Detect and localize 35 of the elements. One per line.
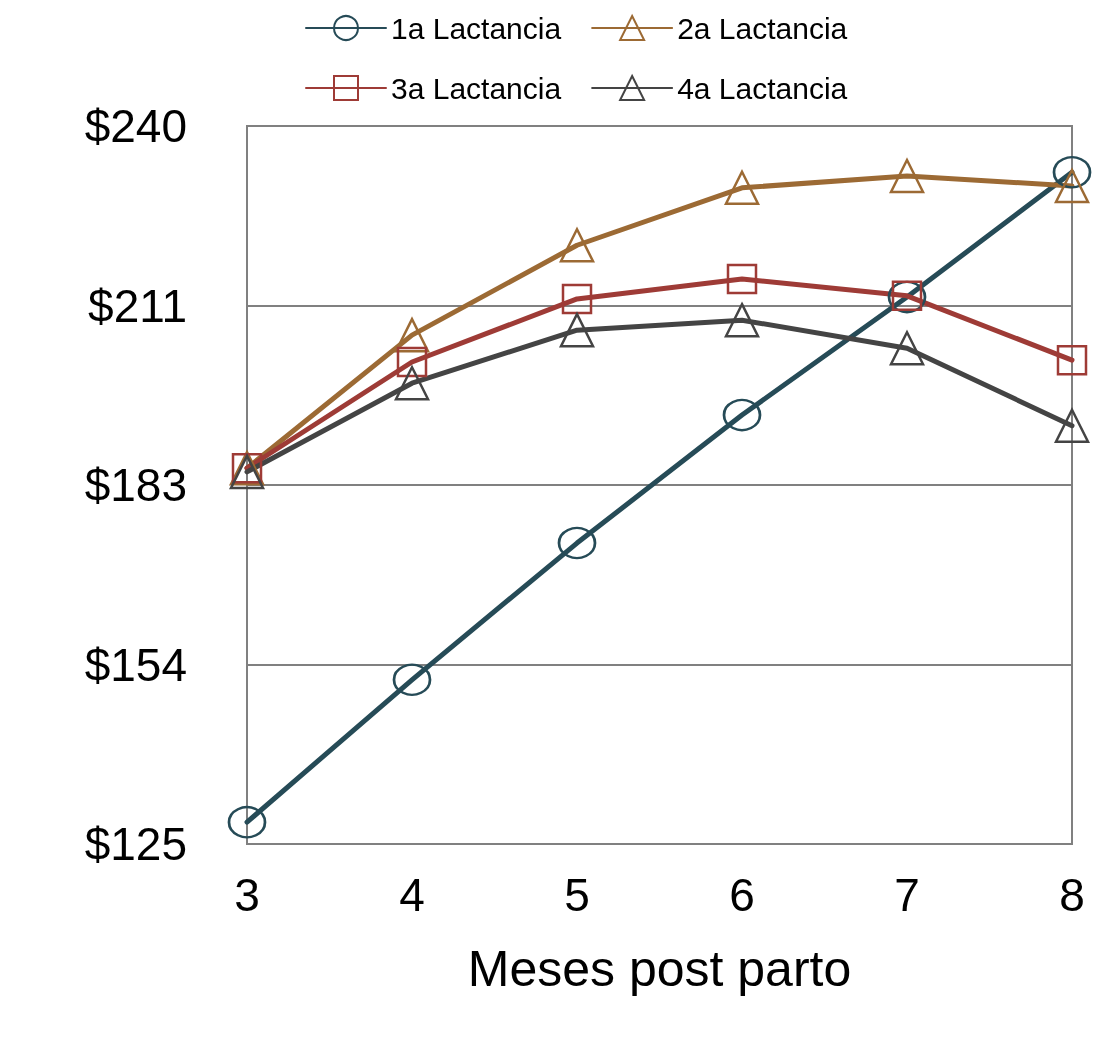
- x-tick-label: 4: [399, 869, 425, 921]
- point: [1056, 344, 1088, 376]
- x-tick-label: 7: [894, 869, 920, 921]
- legend-label: 1a Lactancia: [391, 11, 562, 45]
- point: [227, 805, 267, 839]
- point: [557, 526, 597, 560]
- point: [392, 663, 432, 697]
- legend-label: 3a Lactancia: [391, 71, 562, 105]
- x-tick-label: 8: [1059, 869, 1085, 921]
- y-tick-label: $183: [84, 459, 187, 511]
- point: [889, 158, 925, 194]
- point: [1054, 408, 1090, 443]
- point: [722, 398, 762, 432]
- point: [724, 170, 760, 206]
- x-tick-label: 6: [729, 869, 755, 921]
- legend-label: 2a Lactancia: [677, 11, 848, 45]
- legend-label: 4a Lactancia: [677, 71, 848, 105]
- x-tick-label: 5: [564, 869, 590, 921]
- point: [559, 228, 595, 263]
- point: [394, 317, 430, 353]
- point: [889, 331, 925, 366]
- point: [1054, 168, 1090, 204]
- point: [1052, 155, 1092, 189]
- point: [559, 312, 595, 348]
- y-tick-label: $154: [84, 638, 187, 691]
- point: [724, 302, 760, 338]
- y-tick-label: $125: [84, 818, 187, 870]
- y-tick-label: $211: [88, 279, 187, 332]
- x-axis-title: Meses post parto: [467, 941, 852, 997]
- x-tick-label: 3: [234, 869, 260, 921]
- y-tick-label: $240: [84, 100, 187, 152]
- point: [396, 346, 428, 378]
- point: [726, 263, 758, 295]
- point: [394, 365, 430, 401]
- point: [561, 283, 593, 315]
